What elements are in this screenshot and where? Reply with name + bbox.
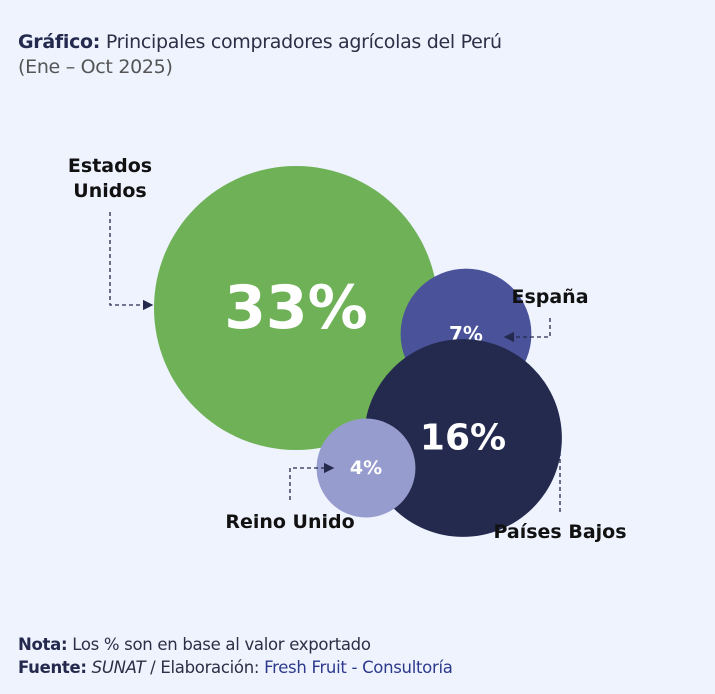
note-text: Los % son en base al valor exportado: [67, 635, 371, 654]
bubble: [364, 339, 562, 537]
category-label: España: [511, 286, 588, 308]
source: Fuente: SUNAT / Elaboración: Fresh Fruit…: [18, 656, 453, 679]
note-label: Nota:: [18, 635, 68, 654]
note: Nota: Los % son en base al valor exporta…: [18, 633, 453, 656]
footer: Nota: Los % son en base al valor exporta…: [18, 633, 453, 679]
source-author: Fresh Fruit - Consultoría: [264, 658, 453, 677]
source-label: Fuente:: [18, 658, 87, 677]
chart-title: Gráfico: Principales compradores agrícol…: [18, 30, 502, 80]
value-label: 16%: [420, 418, 506, 459]
category-label: Reino Unido: [225, 511, 354, 533]
leader-line: [289, 462, 335, 500]
title-text: Principales compradores agrícolas del Pe…: [100, 31, 502, 53]
value-label: 33%: [224, 273, 368, 343]
leader-line: [503, 318, 551, 343]
category-label: Estados: [68, 155, 152, 177]
bubble: [316, 418, 416, 518]
title-period: (Ene – Oct 2025): [18, 56, 173, 78]
title-prefix: Gráfico:: [18, 31, 101, 53]
leader-line: [109, 212, 154, 311]
source-name: SUNAT: [86, 658, 146, 677]
bubble: [154, 166, 438, 450]
leader-line: [535, 432, 561, 512]
category-label: Países Bajos: [493, 521, 626, 543]
value-label: 4%: [350, 457, 382, 479]
source-sep: / Elaboración:: [145, 658, 265, 677]
category-label: Unidos: [73, 180, 146, 202]
